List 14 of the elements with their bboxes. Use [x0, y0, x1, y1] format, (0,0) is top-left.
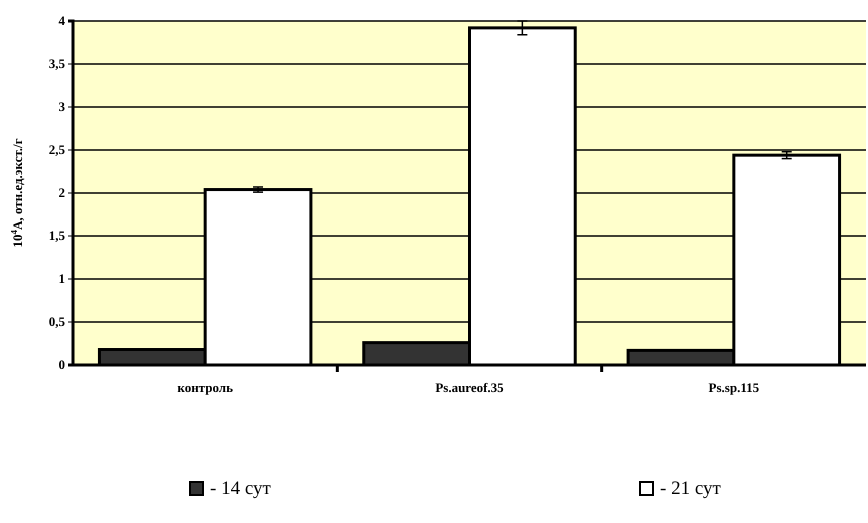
x-tick-label: Ps.aureof.35	[435, 380, 504, 396]
y-tick-label: 3,5	[48, 56, 66, 72]
y-tick-label: 1,5	[48, 228, 66, 244]
x-tick-label: контроль	[177, 380, 234, 396]
legend-label: - 14 сут	[210, 478, 272, 499]
y-tick-label: 0,5	[48, 314, 66, 330]
y-tick-label: 2,5	[48, 142, 66, 158]
y-tick-label: 0	[58, 357, 65, 372]
y-tick-label: 4	[58, 13, 66, 28]
y-tick-label: 1	[58, 271, 65, 286]
y-tick-label: 3	[58, 99, 66, 114]
legend-label: - 21 сут	[660, 478, 722, 499]
x-tick-label: Ps.sp.115	[708, 380, 760, 396]
y-tick-label: 2	[58, 185, 65, 200]
